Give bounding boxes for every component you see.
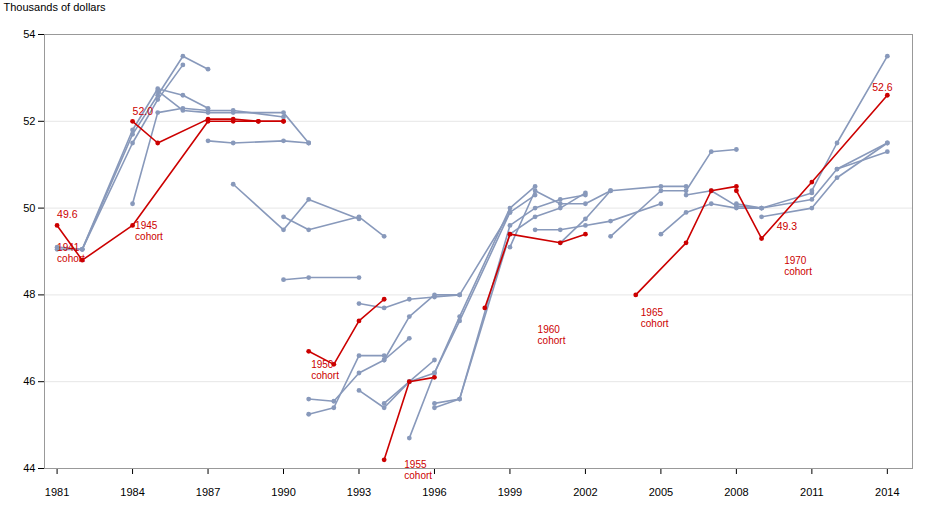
- svg-text:1981: 1981: [45, 486, 69, 498]
- svg-text:1955cohort: 1955cohort: [404, 459, 432, 481]
- svg-text:2014: 2014: [875, 486, 899, 498]
- svg-text:48: 48: [23, 288, 35, 300]
- svg-text:52.0: 52.0: [133, 105, 154, 117]
- svg-text:1941cohort: 1941cohort: [57, 242, 85, 264]
- svg-text:1993: 1993: [347, 486, 371, 498]
- svg-text:2011: 2011: [800, 486, 824, 498]
- svg-text:50: 50: [23, 202, 35, 214]
- svg-text:52: 52: [23, 115, 35, 127]
- svg-text:1970cohort: 1970cohort: [784, 255, 812, 277]
- svg-text:1950cohort: 1950cohort: [311, 359, 339, 381]
- svg-text:1987: 1987: [196, 486, 220, 498]
- svg-text:54: 54: [23, 28, 35, 40]
- svg-text:2002: 2002: [573, 486, 597, 498]
- svg-text:46: 46: [23, 375, 35, 387]
- svg-text:1999: 1999: [498, 486, 522, 498]
- svg-text:Thousands of dollars: Thousands of dollars: [4, 1, 107, 13]
- svg-text:1996: 1996: [422, 486, 446, 498]
- svg-text:1984: 1984: [120, 486, 144, 498]
- svg-text:1990: 1990: [271, 486, 295, 498]
- svg-text:1965cohort: 1965cohort: [641, 307, 669, 329]
- svg-text:2008: 2008: [724, 486, 748, 498]
- svg-text:49.3: 49.3: [777, 220, 798, 232]
- svg-text:52.6: 52.6: [872, 81, 893, 93]
- svg-text:1945cohort: 1945cohort: [135, 220, 163, 242]
- svg-text:2005: 2005: [649, 486, 673, 498]
- svg-text:49.6: 49.6: [57, 208, 78, 220]
- svg-text:44: 44: [23, 462, 35, 474]
- svg-text:1960cohort: 1960cohort: [538, 324, 566, 346]
